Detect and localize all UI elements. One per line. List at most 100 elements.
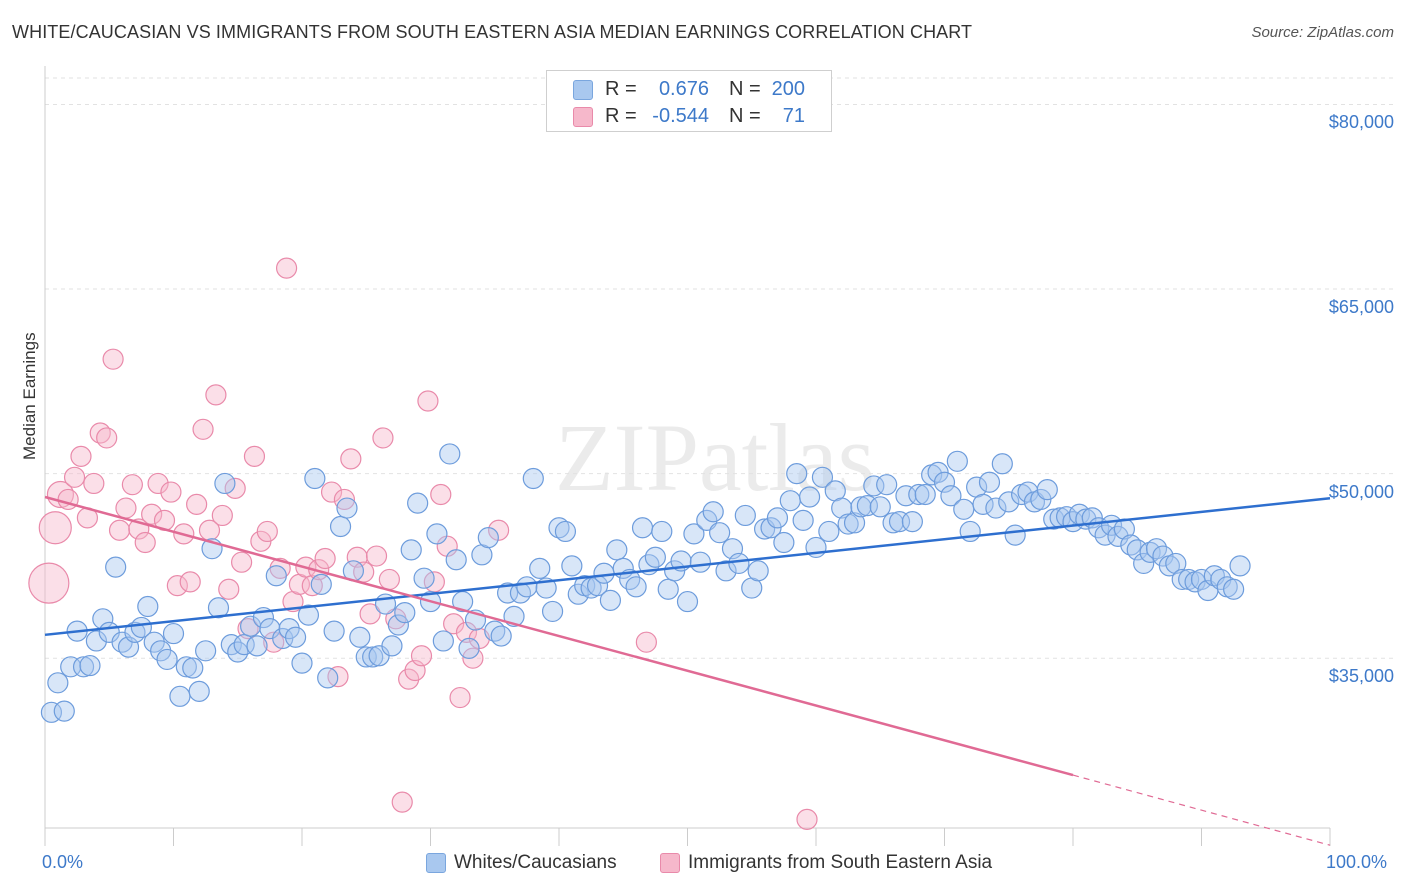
blue-point [901,511,923,533]
pink-point [121,474,143,496]
blue-point [432,630,454,652]
pink-point [38,511,72,545]
blue-point [882,512,904,534]
chart-title: WHITE/CAUCASIAN VS IMMIGRANTS FROM SOUTH… [12,22,973,42]
pink-point [320,481,343,503]
pink-point [243,445,266,467]
pink-point [192,418,214,440]
blue-point [683,523,705,545]
blue-point [689,551,711,573]
blue-point [195,640,217,662]
blue-point [490,625,512,647]
blue-point [1139,541,1161,563]
blue-trend-line [44,496,1331,637]
blue-point [888,511,911,533]
blue-point [709,522,731,544]
blue-point [998,491,1020,513]
blue-point [53,700,75,722]
blue-point [972,493,994,515]
blue-point [1133,552,1155,575]
bottom-legend-label: Whites/Caucasians [454,852,617,873]
blue-point [400,539,422,561]
pink-point [410,645,433,667]
legend-row-pink: R = -0.544 N = 71 [547,103,831,129]
legend-r-label: R = [605,78,637,100]
blue-point [169,685,191,707]
blue-point [1171,568,1193,591]
pink-point [115,497,137,519]
blue-point [291,652,313,674]
pink-point [83,472,105,495]
pink-point [211,504,233,527]
blue-point [297,604,320,626]
pink-point [340,448,362,470]
pink-point [443,613,465,635]
blue-point [548,517,570,539]
y-axis-label: Median Earnings [20,332,39,460]
legend-r-value: 0.676 [658,78,709,100]
blue-point [766,507,789,529]
x-tick-label: 0.0% [42,852,84,872]
pink-point [417,390,439,412]
blue-point [60,656,82,678]
blue-point [786,463,808,485]
pink-point [205,384,227,406]
pink-point [796,808,818,830]
pink-point [449,686,471,709]
blue-point [156,648,178,671]
pink-point [57,488,79,511]
blue-point [837,513,859,535]
blue-point [715,560,737,582]
watermark: ZIPatlas [555,404,875,511]
blue-point [387,614,409,636]
blue-point [1190,568,1213,591]
blue-point [747,560,769,582]
blue-point [792,509,814,531]
pink-point [186,493,208,515]
pink-point [96,427,118,449]
bottom-legend-swatch-blue [426,853,446,873]
blue-point [413,567,435,589]
blue-point [1223,578,1245,600]
blue-point [323,620,345,642]
trend-lines [44,495,1331,846]
pink-point [256,520,278,543]
pink-trend-extension [1072,774,1331,846]
pink-trend-line [44,495,1074,777]
pink-point [237,618,259,640]
blue-point [362,646,384,668]
blue-point [79,654,101,677]
legend-n-label: N = [729,105,761,127]
blue-point [606,539,628,561]
bottom-legend-swatch-pink [660,853,680,873]
legend-row-blue: R = 0.676 N = 200 [547,76,831,102]
blue-point [773,531,795,554]
blue-point [702,501,724,523]
y-tick-label: $35,000 [1328,666,1394,687]
blue-point [798,486,821,508]
blue-point [908,483,930,506]
pink-point [166,574,188,597]
blue-point [284,626,307,648]
blue-point [734,504,756,527]
blue-point [317,667,339,689]
legend-swatch-pink [573,107,593,127]
pink-point [231,551,253,573]
blue-point [143,631,165,653]
pink-point [378,568,400,591]
blue-point [940,485,962,507]
blue-point [631,517,654,539]
pink-point [102,348,124,370]
pink-point [70,445,92,467]
blue-point [933,471,956,493]
source-label: Source: ZipAtlas.com [1251,24,1394,41]
blue-point [869,496,891,518]
pink-point [46,480,75,509]
pink-point [147,472,169,495]
blue-point [304,467,326,490]
blue-point [150,640,172,662]
blue-point [162,622,185,645]
blue-point [644,546,666,568]
blue-point [407,492,429,514]
blue-point [85,630,108,652]
